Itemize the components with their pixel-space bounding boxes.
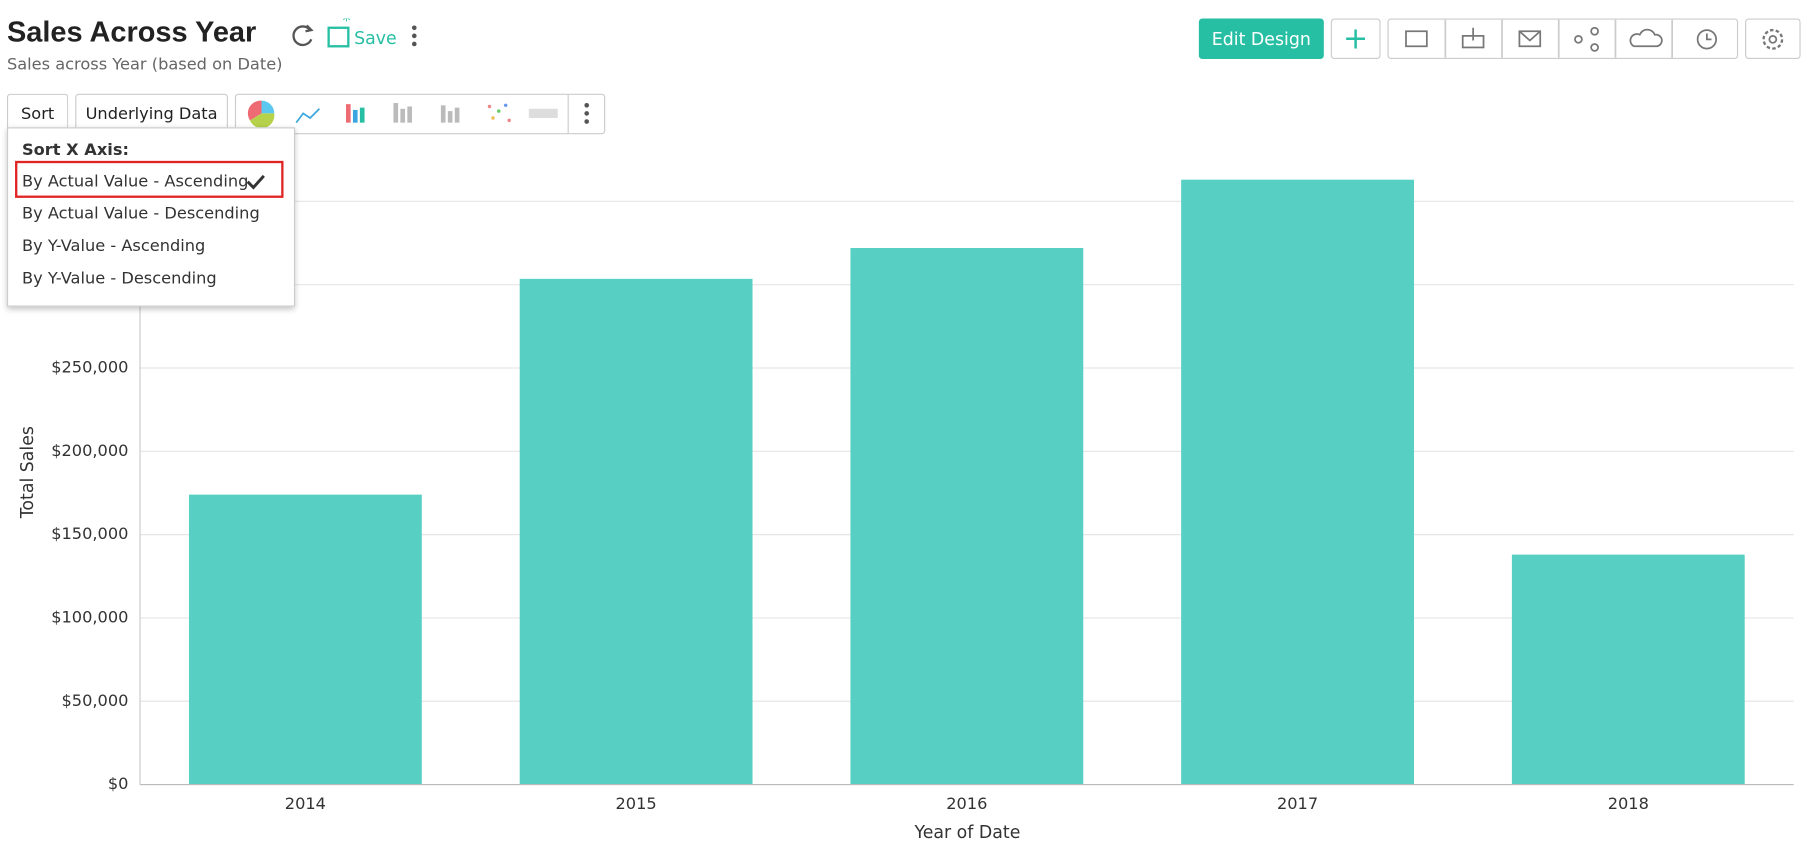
x-tick-label: 2018 (1608, 794, 1649, 813)
y-tick-label: $200,000 (51, 441, 128, 460)
bar (188, 494, 422, 785)
y-tick-label: $150,000 (51, 524, 128, 543)
y-tick-label: $50,000 (61, 691, 128, 710)
menu-options: By Actual Value - Ascending By Actual Val… (8, 128, 294, 305)
x-tick-label: 2016 (946, 794, 987, 813)
y-tick-label: $0 (108, 774, 129, 793)
add-button[interactable]: + (1330, 18, 1381, 60)
bar (1511, 554, 1745, 785)
y-tick-label: $100,000 (51, 607, 128, 626)
bar (519, 278, 753, 785)
menu-option[interactable]: By Actual Value - Descending (21, 204, 260, 224)
action-icons (1387, 18, 1739, 60)
settings-button[interactable] (1745, 18, 1801, 60)
svg-text:*: * (343, 19, 351, 30)
save-button[interactable]: Save (354, 27, 397, 49)
bar (850, 248, 1084, 785)
check-mark (245, 174, 266, 195)
x-tick-label: 2017 (1277, 794, 1318, 813)
settings-icon (1762, 28, 1784, 50)
icons (1405, 19, 1717, 58)
title: Sales Across Year (6, 16, 257, 49)
header-icons: * (292, 19, 417, 48)
menu-option[interactable]: By Y-Value - Descending (21, 269, 217, 289)
chart-type-bar (234, 93, 606, 135)
selected-highlight (15, 160, 284, 198)
y-tick-label: $250,000 (51, 357, 128, 376)
x-axis-title: Year of Date (913, 823, 1020, 843)
menu-option[interactable]: By Actual Value - Ascending (21, 172, 249, 191)
subtitle: Sales across Year (based on Date) (6, 55, 283, 75)
menu-option[interactable]: By Y-Value - Ascending (21, 237, 206, 256)
edit-design-button[interactable]: Edit Design (1198, 18, 1324, 60)
menu-heading: Sort X Axis: (21, 141, 129, 160)
save-icon[interactable] (327, 26, 350, 48)
x-tick-label: 2015 (616, 794, 657, 813)
bar (1181, 179, 1414, 785)
chart-type-icons (247, 94, 590, 134)
x-tick-label: 2014 (285, 794, 326, 813)
sort-menu: Sort X Axis: By Actual Value - Ascending… (6, 127, 296, 307)
y-axis-title: Total Sales (18, 426, 38, 519)
refresh-icon[interactable] (292, 25, 313, 47)
